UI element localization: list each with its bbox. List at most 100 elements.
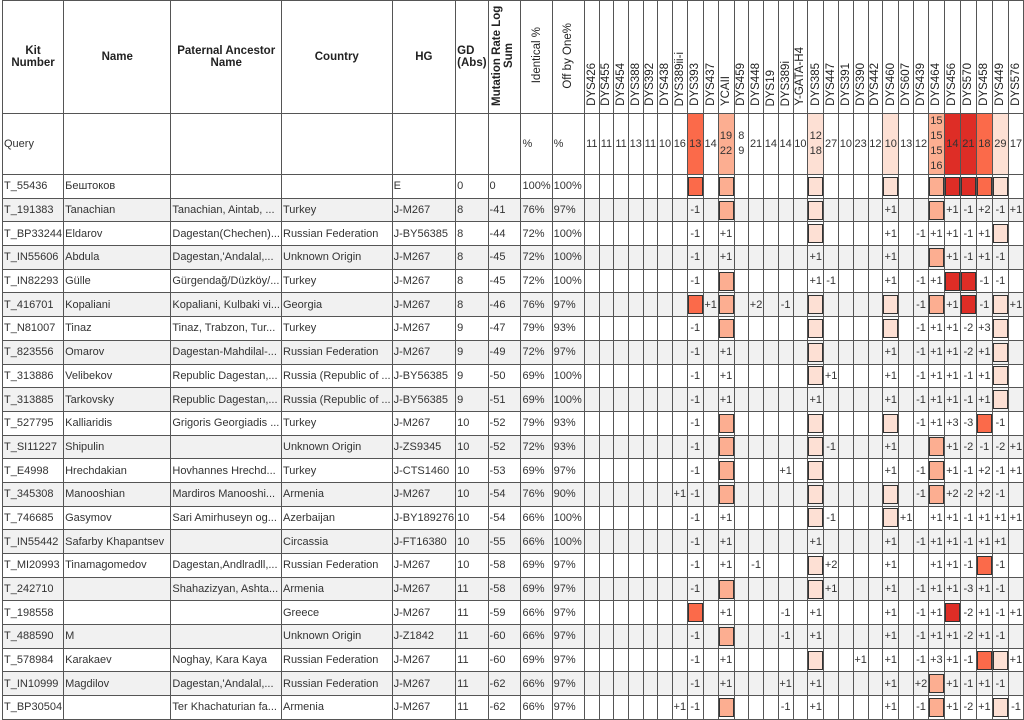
kit-number-cell[interactable]: T_313886: [1, 363, 65, 389]
header-marker[interactable]: DYS388: [627, 0, 644, 114]
mutation-rate-cell: -45: [487, 245, 522, 270]
table-row[interactable]: T_MI20993 Tinamagomedov Dagestan,Andlradll…: [1, 553, 1024, 578]
table-row[interactable]: T_E4998 Hrechdakian Hovhannes Hrechd... Tur…: [1, 458, 1024, 483]
table-row[interactable]: T_313885 Tarkovsky Republic Dagestan,... Ru…: [1, 387, 1024, 412]
difference-box: [929, 200, 944, 220]
header-marker[interactable]: DYS19: [762, 0, 779, 114]
header-marker[interactable]: DYS448: [748, 0, 764, 114]
difference-box: [688, 176, 703, 196]
table-row[interactable]: T_416701 Kopaliani Kopaliani, Kulbaki vi..…: [1, 292, 1024, 318]
header-marker[interactable]: DYS439: [913, 0, 929, 114]
table-row[interactable]: T_527795 Kalliaridis Grigoris Georgiadis .…: [1, 410, 1024, 436]
header-marker[interactable]: DYS464: [927, 0, 945, 114]
marker-cell: [642, 671, 659, 697]
kit-number-cell[interactable]: T_191383: [1, 197, 65, 223]
header-marker[interactable]: DYS385: [807, 0, 825, 114]
table-row[interactable]: T_BP33244 Eldarov Dagestan(Chechen)... Russ…: [1, 221, 1024, 247]
header-marker[interactable]: DYS607: [898, 0, 915, 114]
kit-number-cell[interactable]: T_IN10999: [1, 671, 65, 697]
table-row[interactable]: T_BP30504 Ter Khachaturian fa... Armenia J-…: [1, 695, 1024, 720]
header-marker[interactable]: DYS437: [702, 0, 719, 114]
table-row[interactable]: T_IN10999 Magdilov Dagestan,'Andalal,... Ru…: [1, 671, 1024, 697]
header-marker[interactable]: DYS455: [598, 0, 615, 114]
header-country[interactable]: Country: [281, 0, 393, 114]
table-row[interactable]: T_IN55606 Abdula Dagestan,'Andalal,... Unkn…: [1, 245, 1024, 270]
header-marker[interactable]: DYS570: [959, 0, 977, 114]
header-marker[interactable]: DYS426: [583, 0, 600, 114]
kit-number-cell[interactable]: T_SI11227: [1, 434, 65, 460]
kit-number-cell[interactable]: T_MI20993: [1, 553, 65, 578]
header-name[interactable]: Name: [63, 0, 172, 114]
header-marker[interactable]: DYS392: [642, 0, 659, 114]
table-row[interactable]: T_55436 Бештоков E 0 0 100% 100%: [1, 174, 1024, 199]
header-gd[interactable]: GD (Abs): [455, 0, 489, 114]
paternal-ancestor-cell: Grigoris Georgiadis ...: [170, 410, 282, 436]
table-row[interactable]: T_578984 Karakaev Noghay, Kara Kaya Russian…: [1, 647, 1024, 673]
header-marker[interactable]: DYS442: [867, 0, 884, 114]
marker-cell: [733, 174, 750, 199]
header-marker[interactable]: DYS391: [838, 0, 854, 114]
kit-number-cell[interactable]: T_55436: [1, 174, 65, 199]
header-marker[interactable]: DYS389ii-i: [671, 0, 688, 114]
header-marker[interactable]: DYS393: [686, 0, 704, 114]
kit-number-cell[interactable]: T_IN82293: [1, 268, 65, 294]
marker-cell: [717, 197, 735, 223]
header-mutation-rate[interactable]: Mutation Rate Log Sum: [487, 0, 522, 114]
marker-cell: +1: [943, 339, 961, 365]
kit-number-cell[interactable]: T_488590: [1, 624, 65, 649]
marker-cell: [838, 695, 854, 720]
table-row[interactable]: T_313886 Velibekov Republic Dagestan,... Ru…: [1, 363, 1024, 389]
header-identical[interactable]: Identical %: [520, 0, 553, 114]
kit-number-cell[interactable]: T_746685: [1, 505, 65, 531]
kit-number-cell[interactable]: T_416701: [1, 292, 65, 318]
table-row[interactable]: T_488590 M Unknown Origin J-Z1842 11 -60 66% 97…: [1, 624, 1024, 649]
kit-number-cell[interactable]: T_198558: [1, 600, 65, 626]
kit-number-cell[interactable]: T_313885: [1, 387, 65, 412]
kit-number-cell[interactable]: T_823556: [1, 339, 65, 365]
table-row[interactable]: T_198558 Greece J-M267 11 -59 66% 97% +1 -1 +1 +1-…: [1, 600, 1024, 626]
marker-cell: -1: [913, 363, 929, 389]
table-row[interactable]: T_191383 Tanachian Tanachian, Aintab, ... T…: [1, 197, 1024, 223]
kit-number-cell[interactable]: T_IN55442: [1, 529, 65, 554]
marker-cell: [583, 553, 600, 578]
kit-number-cell[interactable]: T_345308: [1, 481, 65, 507]
marker-cell: [838, 434, 854, 460]
header-marker[interactable]: DYS458: [975, 0, 993, 114]
header-marker[interactable]: DYS576: [1007, 0, 1024, 114]
header-marker[interactable]: YCAII: [717, 0, 735, 114]
kit-number-cell[interactable]: T_578984: [1, 647, 65, 673]
header-marker[interactable]: DYS449: [991, 0, 1009, 114]
header-off-by-one[interactable]: Off by One%: [551, 0, 585, 114]
table-row[interactable]: T_345308 Manooshian Mardiros Manooshi... Ar…: [1, 481, 1024, 507]
kit-number-cell[interactable]: T_BP30504: [1, 695, 65, 720]
marker-cell: [627, 292, 644, 318]
table-row[interactable]: T_823556 Omarov Dagestan-Mahdilal-... Russi…: [1, 339, 1024, 365]
kit-number-cell[interactable]: T_242710: [1, 576, 65, 602]
kit-number-cell[interactable]: T_527795: [1, 410, 65, 436]
marker-cell: [898, 576, 915, 602]
header-kit-number[interactable]: Kit Number: [1, 0, 65, 114]
header-marker[interactable]: DYS390: [852, 0, 869, 114]
header-marker[interactable]: DYS438: [657, 0, 673, 114]
kit-number-cell[interactable]: T_BP33244: [1, 221, 65, 247]
header-marker[interactable]: DYS454: [613, 0, 629, 114]
header-paternal-ancestor[interactable]: Paternal Ancestor Name: [170, 0, 282, 114]
marker-cell: +1: [943, 197, 961, 223]
table-row[interactable]: T_242710 Shahazizyan, Ashta... Armenia J-M2…: [1, 576, 1024, 602]
table-row[interactable]: T_SI11227 Shipulin Unknown Origin J-ZS9345 1…: [1, 434, 1024, 460]
header-marker[interactable]: DYS459: [733, 0, 750, 114]
table-row[interactable]: T_IN55442 Safarby Khapantsev Circassia J-FT…: [1, 529, 1024, 554]
header-marker[interactable]: DYS447: [823, 0, 840, 114]
table-row[interactable]: T_N81007 Tinaz Tinaz, Trabzon, Tur... Turke…: [1, 316, 1024, 341]
header-marker[interactable]: DYS456: [943, 0, 961, 114]
kit-number-cell[interactable]: T_IN55606: [1, 245, 65, 270]
kit-number-cell[interactable]: T_N81007: [1, 316, 65, 341]
header-hg[interactable]: HG: [391, 0, 457, 114]
table-row[interactable]: T_IN82293 Gülle Gürgendağ/Düzköy/... Turkey…: [1, 268, 1024, 294]
table-row[interactable]: T_746685 Gasymov Sari Amirhuseyn og... Azer…: [1, 505, 1024, 531]
header-marker[interactable]: DYS389i: [777, 0, 794, 114]
header-marker[interactable]: DYS460: [882, 0, 900, 114]
header-marker[interactable]: Y-GATA-H4: [792, 0, 809, 114]
kit-number-cell[interactable]: T_E4998: [1, 458, 65, 483]
mutation-rate-cell: -53: [487, 458, 522, 483]
